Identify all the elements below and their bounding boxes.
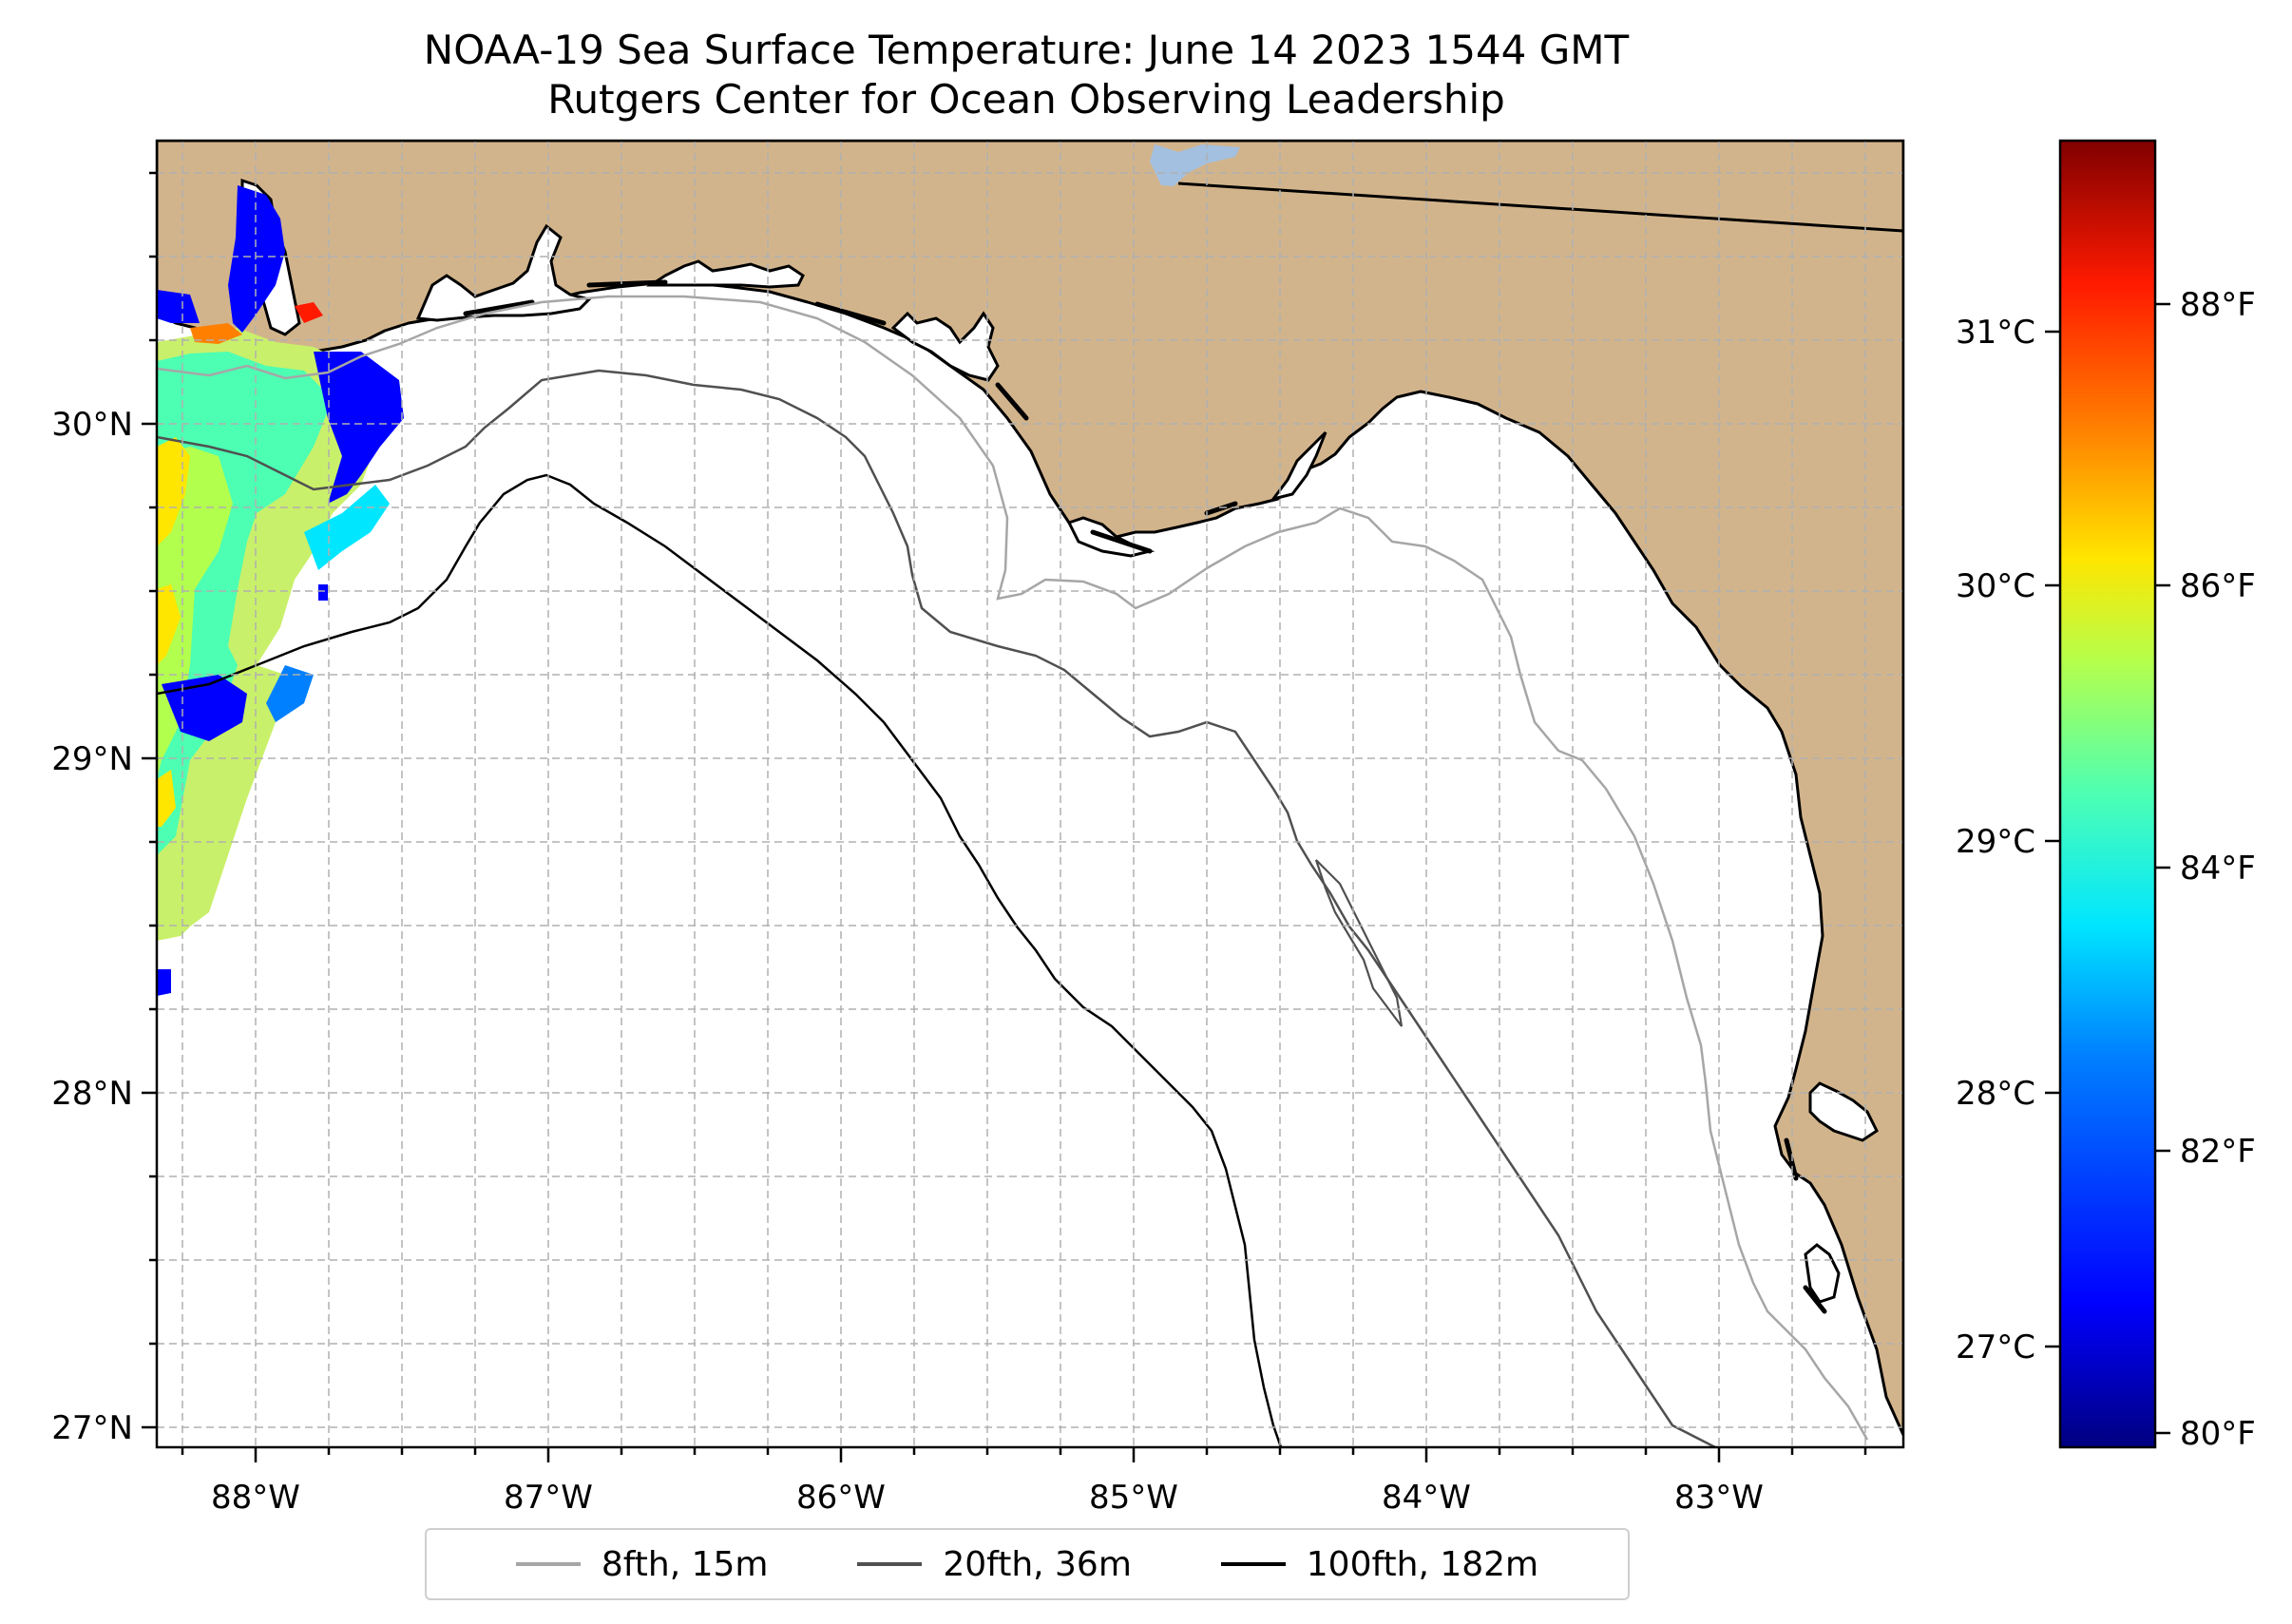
lon-tick-84w: 84°W — [1382, 1479, 1471, 1517]
latitude-ticks — [142, 171, 157, 1429]
apalachee-bay-inlets — [1270, 430, 1327, 502]
charlotte-harbor — [1804, 1243, 1841, 1304]
lon-tick-85w: 85°W — [1089, 1479, 1178, 1517]
legend-item-100fth: 100fth, 182m — [1220, 1544, 1539, 1584]
legend-swatch-8fth — [515, 1562, 581, 1566]
legend-swatch-20fth — [857, 1562, 923, 1566]
contour-legend: 8fth, 15m 20fth, 36m 100fth, 182m — [425, 1528, 1630, 1600]
cbar-tick-28c: 28°C — [1956, 1075, 2035, 1113]
lat-tick-28n: 28°N — [51, 1075, 133, 1113]
contour-100fth — [157, 473, 1283, 1447]
lon-tick-83w: 83°W — [1674, 1479, 1764, 1517]
cbar-tick-80f: 80°F — [2180, 1415, 2256, 1453]
legend-swatch-100fth — [1220, 1562, 1286, 1566]
lat-tick-30n: 30°N — [51, 406, 133, 444]
colorbar-ticks — [2045, 302, 2170, 1435]
barrier-islands — [463, 279, 1827, 1314]
map-subtitle: Rutgers Center for Ocean Observing Leade… — [547, 76, 1505, 123]
colorbar — [2058, 139, 2157, 1449]
legend-item-8fth: 8fth, 15m — [515, 1544, 769, 1584]
lake-seminole — [1150, 144, 1240, 186]
state-border — [1177, 182, 1903, 233]
lon-tick-88w: 88°W — [211, 1479, 300, 1517]
legend-item-20fth: 20fth, 36m — [857, 1545, 1132, 1584]
cbar-tick-86f: 86°F — [2180, 567, 2256, 605]
legend-label-8fth: 8fth, 15m — [601, 1544, 769, 1584]
map-frame — [155, 139, 1905, 1449]
cbar-tick-88f: 88°F — [2180, 286, 2256, 324]
contour-20fth-reef — [1314, 859, 1404, 1027]
st-andrew-bay — [890, 311, 1000, 382]
cbar-tick-31c: 31°C — [1956, 314, 2035, 352]
cbar-tick-84f: 84°F — [2180, 850, 2256, 888]
cbar-tick-27c: 27°C — [1956, 1328, 2035, 1366]
cbar-tick-82f: 82°F — [2180, 1133, 2256, 1171]
choctawhatchee-bay — [646, 259, 805, 289]
contour-8fth — [157, 295, 1869, 1441]
lon-tick-87w: 87°W — [504, 1479, 593, 1517]
lat-tick-27n: 27°N — [51, 1409, 133, 1447]
tampa-bay — [1808, 1081, 1879, 1142]
lon-tick-86w: 86°W — [796, 1479, 886, 1517]
cbar-tick-30c: 30°C — [1956, 567, 2035, 605]
cbar-tick-29c: 29°C — [1956, 823, 2035, 861]
legend-label-20fth: 20fth, 36m — [943, 1544, 1132, 1584]
lat-tick-29n: 29°N — [51, 740, 133, 778]
contour-20fth — [157, 369, 1716, 1447]
pensacola-bay — [415, 223, 592, 322]
legend-label-100fth: 100fth, 182m — [1306, 1544, 1539, 1584]
longitude-ticks — [181, 1447, 1867, 1462]
map-title: NOAA-19 Sea Surface Temperature: June 14… — [423, 27, 1630, 73]
